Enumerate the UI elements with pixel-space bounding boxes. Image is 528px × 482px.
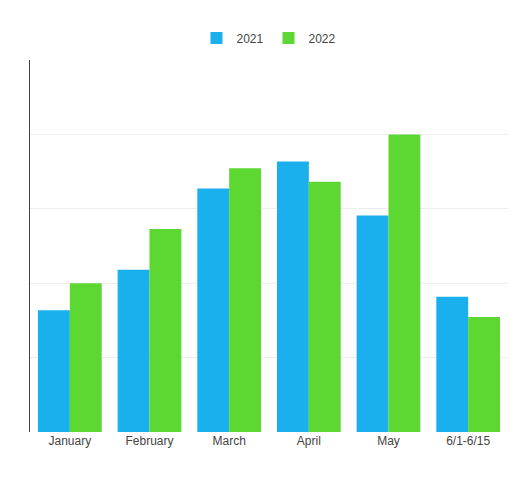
svg-text:6/1-6/15: 6/1-6/15 xyxy=(446,434,490,448)
svg-text:2021: 2021 xyxy=(237,32,264,46)
svg-text:January: January xyxy=(48,434,91,448)
svg-text:February: February xyxy=(125,434,173,448)
svg-text:March: March xyxy=(212,434,245,448)
svg-text:April: April xyxy=(297,434,321,448)
svg-text:May: May xyxy=(377,434,400,448)
svg-text:2022: 2022 xyxy=(309,32,336,46)
